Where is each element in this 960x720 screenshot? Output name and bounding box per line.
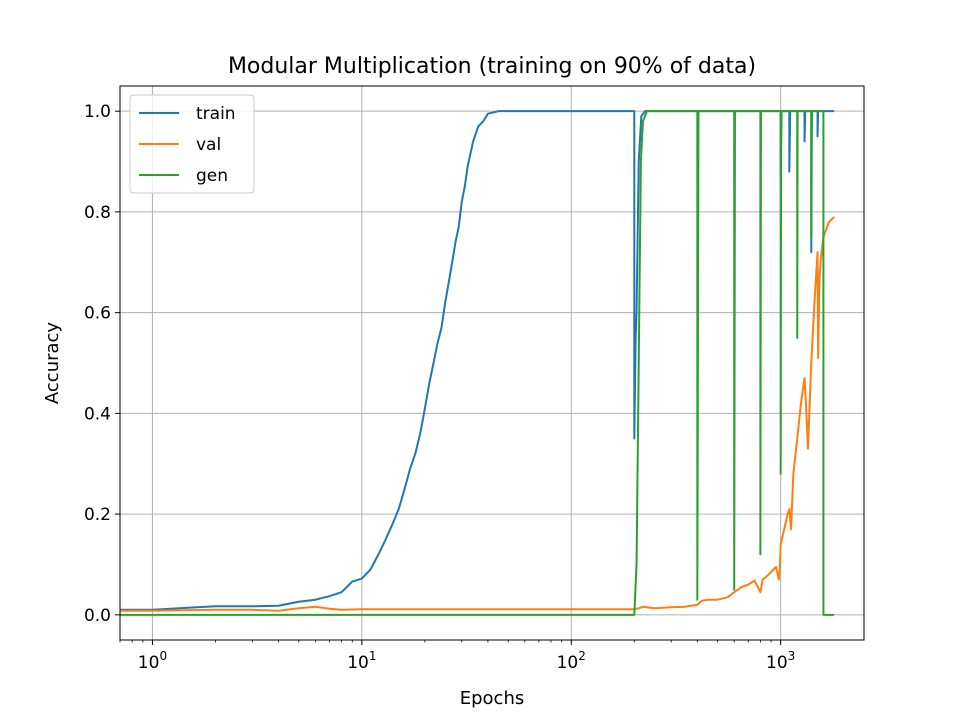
y-tick-label: 0.0 bbox=[84, 606, 111, 626]
plot-frame bbox=[119, 85, 865, 641]
y-tick-label: 0.2 bbox=[84, 505, 111, 525]
legend: train val gen bbox=[129, 94, 255, 194]
series-line-gen bbox=[120, 110, 835, 616]
y-tick-label: 0.8 bbox=[84, 203, 111, 223]
series-layer bbox=[120, 110, 835, 616]
x-axis-label: Epochs bbox=[460, 688, 525, 709]
legend-label-val: val bbox=[196, 135, 221, 155]
y-tick-label: 0.6 bbox=[84, 304, 111, 324]
series-line-train bbox=[120, 110, 835, 611]
series-line-val bbox=[120, 216, 835, 612]
y-tick-label: 0.4 bbox=[84, 404, 111, 424]
x-tick-label: 102 bbox=[557, 649, 586, 673]
y-axis-ticks: 0.0 0.2 0.4 0.6 0.8 1.0 bbox=[84, 102, 120, 626]
x-tick-label: 101 bbox=[347, 649, 376, 673]
x-tick-label: 100 bbox=[138, 649, 167, 673]
legend-box bbox=[129, 94, 255, 194]
y-axis-label: Accuracy bbox=[42, 322, 63, 405]
legend-label-train: train bbox=[196, 104, 236, 124]
x-tick-label: 103 bbox=[766, 649, 795, 673]
chart-title: Modular Multiplication (training on 90% … bbox=[228, 54, 756, 79]
y-tick-label: 1.0 bbox=[84, 102, 111, 122]
x-axis-ticks: 100 101 102 103 bbox=[119, 640, 795, 673]
legend-label-gen: gen bbox=[196, 166, 228, 186]
